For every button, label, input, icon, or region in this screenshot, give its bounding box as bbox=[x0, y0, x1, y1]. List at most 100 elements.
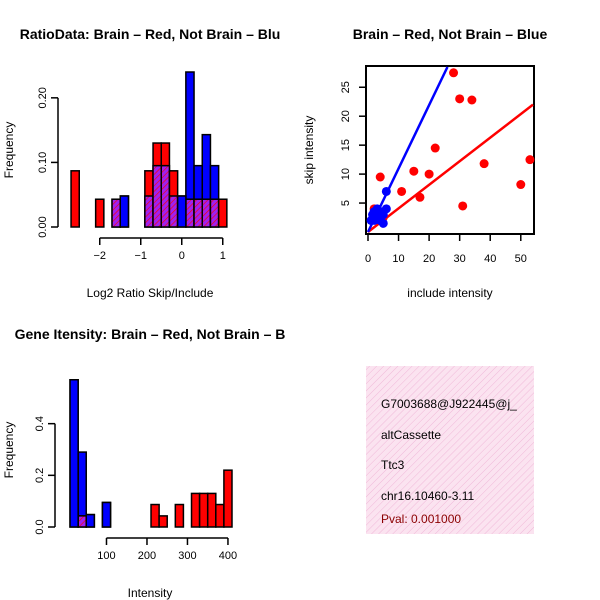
scatter-y-tick-label: 20 bbox=[340, 110, 352, 122]
ratio-bar-overlap bbox=[168, 195, 179, 228]
scatter-point-blue bbox=[378, 218, 388, 228]
scatter-y-tick-label: 25 bbox=[340, 81, 352, 93]
info-location: chr16.10460-3.11 bbox=[381, 489, 475, 503]
ratio-bar-overlap bbox=[201, 198, 212, 228]
info-event-type: altCassette bbox=[381, 428, 441, 442]
intensity-bar-not-brain bbox=[85, 513, 96, 528]
scatter-point-red bbox=[516, 180, 526, 190]
intensity-histogram-panel: Gene Itensity: Brain – Red, Not Brain – … bbox=[2, 326, 285, 600]
scatter-point-red bbox=[525, 155, 535, 165]
intensity-histogram-axes: 100 200 300 400 0.0 0.2 0.4 bbox=[34, 416, 237, 562]
ratio-bar-overlap bbox=[193, 198, 204, 228]
scatter-point-blue bbox=[381, 204, 391, 214]
ratio-bar-overlap bbox=[209, 198, 220, 228]
ratio-histogram-ylabel: Frequency bbox=[2, 122, 16, 179]
ratio-x-tick-label: −2 bbox=[93, 250, 106, 262]
intensity-scatter-title: Brain – Red, Not Brain – Blue bbox=[353, 26, 548, 42]
scatter-point-red bbox=[430, 143, 440, 153]
intensity-y-tick-label: 0.0 bbox=[34, 519, 46, 534]
ratio-bar-brain bbox=[94, 198, 105, 228]
scatter-point-red bbox=[458, 201, 468, 211]
ratio-x-tick-label: 1 bbox=[220, 250, 226, 262]
ratio-histogram-xlabel: Log2 Ratio Skip/Include bbox=[87, 286, 214, 300]
intensity-scatter-axes: 0 10 20 30 40 50 5 10 15 20 25 bbox=[340, 81, 527, 265]
scatter-fit-lines bbox=[366, 66, 534, 233]
ratio-bar-not-brain bbox=[119, 195, 130, 228]
ratio-bar-brain bbox=[70, 170, 81, 228]
ratio-histogram-bars bbox=[70, 71, 228, 228]
scatter-x-tick-label: 10 bbox=[392, 253, 404, 265]
ratio-bar-overlap bbox=[144, 195, 154, 228]
ratio-bar-not-brain bbox=[209, 164, 220, 200]
info-pval: Pval: 0.001000 bbox=[381, 512, 461, 526]
fit-line-red bbox=[367, 103, 534, 233]
scatter-x-tick-label: 0 bbox=[365, 253, 371, 265]
intensity-bar-not-brain bbox=[101, 501, 112, 528]
intensity-x-tick-label: 200 bbox=[138, 550, 156, 562]
info-box: G7003688@J922445@j_ altCassette Ttc3 chr… bbox=[366, 366, 534, 534]
intensity-histogram-ylabel: Frequency bbox=[2, 422, 16, 479]
scatter-point-red bbox=[479, 159, 489, 169]
intensity-histogram-title: Gene Itensity: Brain – Red, Not Brain – … bbox=[15, 326, 286, 342]
scatter-point-red bbox=[397, 186, 407, 196]
scatter-y-tick-label: 10 bbox=[340, 168, 352, 180]
scatter-plot-box bbox=[365, 65, 535, 235]
scatter-x-tick-label: 20 bbox=[423, 253, 435, 265]
intensity-y-tick-label: 0.4 bbox=[34, 416, 46, 431]
intensity-bar-brain bbox=[198, 492, 209, 528]
ratio-histogram-title: RatioData: Brain – Red, Not Brain – Blu bbox=[20, 26, 281, 42]
ratio-bar-not-brain bbox=[193, 164, 204, 200]
scatter-point-red bbox=[467, 95, 477, 105]
intensity-scatter-xlabel: include intensity bbox=[407, 286, 492, 300]
intensity-histogram-bars bbox=[69, 379, 233, 528]
intensity-bar-not-brain bbox=[69, 379, 79, 528]
intensity-bar-overlap bbox=[77, 515, 87, 528]
scatter-x-tick-label: 50 bbox=[515, 253, 527, 265]
ratio-bar-overlap bbox=[152, 164, 163, 228]
fit-line-blue bbox=[366, 66, 449, 233]
scatter-y-tick-label: 5 bbox=[340, 200, 352, 206]
intensity-bar-brain bbox=[190, 492, 201, 528]
intensity-scatter-ylabel: skip intensity bbox=[302, 116, 316, 185]
ratio-x-tick-label: 0 bbox=[179, 250, 185, 262]
intensity-bar-brain bbox=[215, 503, 225, 528]
intensity-x-tick-label: 100 bbox=[97, 550, 115, 562]
intensity-y-tick-label: 0.2 bbox=[34, 468, 46, 483]
ratio-bar-not-brain bbox=[185, 71, 195, 200]
intensity-bar-brain bbox=[158, 515, 168, 528]
ratio-bar-not-brain bbox=[201, 133, 212, 200]
scatter-y-tick-label: 15 bbox=[340, 139, 352, 151]
ratio-x-tick-label: −1 bbox=[134, 250, 147, 262]
scatter-point-red bbox=[455, 94, 465, 104]
intensity-scatter-panel: Brain – Red, Not Brain – Blue skip inten… bbox=[302, 26, 547, 300]
scatter-x-tick-label: 40 bbox=[484, 253, 496, 265]
intensity-bar-brain bbox=[223, 469, 233, 528]
ratio-y-tick-label: 0.00 bbox=[37, 216, 49, 237]
scatter-x-tick-label: 30 bbox=[454, 253, 466, 265]
ratio-histogram-axes: −2 −1 0 1 0.00 0.10 0.20 bbox=[37, 87, 226, 262]
ratio-bar-not-brain bbox=[176, 195, 187, 228]
ratio-bar-overlap bbox=[160, 164, 171, 228]
ratio-bar-overlap bbox=[111, 198, 122, 228]
ratio-bar-overlap bbox=[185, 198, 195, 228]
intensity-bar-brain bbox=[206, 492, 217, 528]
info-gene-id: G7003688@J922445@j_ bbox=[381, 397, 517, 411]
ratio-y-tick-label: 0.10 bbox=[37, 152, 49, 173]
intensity-x-tick-label: 300 bbox=[178, 550, 196, 562]
info-box-background bbox=[366, 366, 534, 534]
ratio-y-tick-label: 0.20 bbox=[37, 87, 49, 108]
scatter-point-red bbox=[375, 172, 385, 182]
intensity-histogram-xlabel: Intensity bbox=[128, 586, 173, 600]
scatter-point-blue bbox=[381, 186, 391, 196]
scatter-point-red bbox=[449, 68, 459, 78]
info-gene-name: Ttc3 bbox=[381, 458, 405, 472]
intensity-bar-brain bbox=[174, 503, 185, 528]
ratio-bar-brain bbox=[217, 198, 228, 228]
intensity-bar-brain bbox=[150, 503, 160, 528]
scatter-point-red bbox=[424, 169, 434, 179]
scatter-point-red bbox=[409, 166, 419, 176]
intensity-x-tick-label: 400 bbox=[219, 550, 237, 562]
scatter-point-red bbox=[415, 192, 425, 202]
ratio-histogram-panel: RatioData: Brain – Red, Not Brain – Blu … bbox=[2, 26, 280, 300]
